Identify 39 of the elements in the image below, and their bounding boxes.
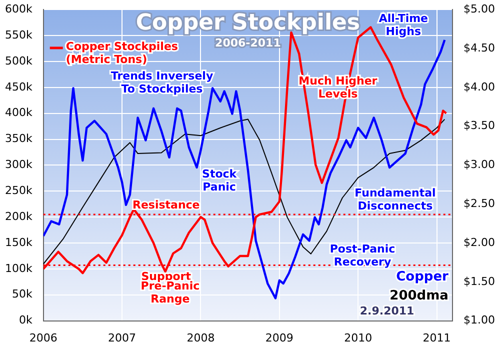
y2-tick-label: $3.00 <box>464 158 496 172</box>
x-tick-label: 2007 <box>108 331 136 344</box>
y-tick-label: 350k <box>4 132 33 146</box>
annotation: Post-Panic Recovery <box>330 242 396 268</box>
x-tick-label: 2008 <box>186 331 215 344</box>
y2-tick-label: $3.50 <box>464 119 496 132</box>
y-tick-label: 450k <box>4 80 33 94</box>
y-tick-label: 500k <box>4 54 33 68</box>
x-tick-label: 2010 <box>344 331 372 344</box>
x-tick-label: 2006 <box>29 331 58 344</box>
ref-line-label: Resistance <box>132 198 200 212</box>
x-tick-label: 2011 <box>422 331 451 344</box>
y-tick-label: 550k <box>4 28 33 42</box>
legend-label: Copper Stockpiles (Metric Tons) <box>66 40 178 66</box>
y2-tick-label: $2.00 <box>464 236 496 249</box>
y2-tick-label: $4.50 <box>464 41 496 54</box>
y-tick-label: 50k <box>12 288 33 301</box>
y-tick-label: 150k <box>4 236 33 249</box>
annotation: 2.9.2011 <box>360 304 414 318</box>
y2-tick-label: $4.00 <box>464 80 496 94</box>
x-tick-label: 2009 <box>265 331 294 344</box>
annotation: Pre-Panic Range <box>140 280 200 306</box>
annotation: Trends Inversely To Stockpiles <box>110 70 214 96</box>
annotation: Stock Panic <box>202 168 238 194</box>
y2-tick-label: $1.50 <box>464 274 496 288</box>
y-tick-label: 400k <box>4 106 33 120</box>
y-tick-label: 600k <box>4 2 33 16</box>
text: Copper <box>396 270 450 285</box>
y-tick-label: 200k <box>4 210 33 223</box>
y-tick-label: 250k <box>4 184 33 197</box>
y2-tick-label: $5.00 <box>464 2 496 16</box>
y-tick-label: 0k <box>18 314 33 327</box>
y2-tick-label: $1.00 <box>464 314 496 327</box>
annotation: All-Time Highs <box>378 12 428 38</box>
text: 200dma <box>390 288 448 304</box>
y-tick-label: 100k <box>4 262 33 275</box>
y2-tick-label: $2.50 <box>464 196 496 210</box>
annotation: Fundamental Disconnects <box>354 186 436 212</box>
y-tick-label: 300k <box>4 158 33 172</box>
